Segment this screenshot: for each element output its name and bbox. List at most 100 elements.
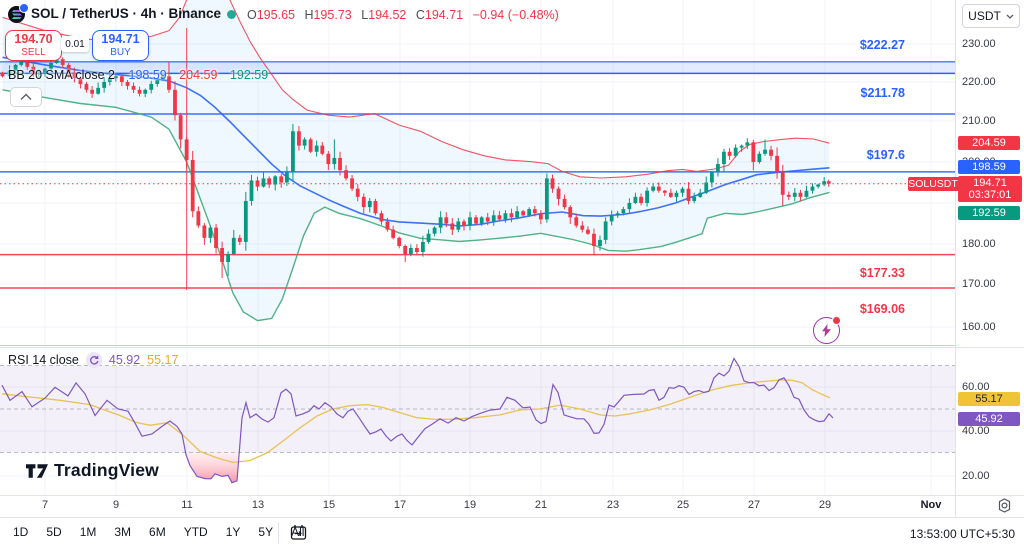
time-label: 7 — [41, 499, 49, 511]
rsi-value: 45.92 — [108, 353, 141, 367]
candle — [202, 225, 207, 238]
candle — [214, 227, 218, 248]
rsi-title: RSI 14 close — [8, 353, 79, 367]
candle — [704, 182, 709, 193]
range-button-1d[interactable]: 1D — [13, 525, 29, 539]
candle — [161, 76, 165, 81]
sell-label: SELL — [21, 46, 46, 58]
range-button-3m[interactable]: 3M — [114, 525, 132, 539]
candle — [775, 155, 779, 173]
clock[interactable]: 13:53:00 UTC+5:30 — [909, 527, 1015, 541]
candle — [444, 217, 449, 224]
price-axis-tick: 210.00 — [962, 115, 996, 127]
candle — [568, 207, 573, 218]
range-button-all[interactable]: All — [291, 525, 305, 539]
range-button-5d[interactable]: 5D — [46, 525, 62, 539]
tradingview-watermark: TradingView — [26, 460, 159, 481]
candle — [515, 211, 520, 218]
currency-dropdown[interactable]: USDT — [962, 4, 1020, 28]
candle — [31, 66, 36, 75]
candle — [143, 89, 148, 94]
candle — [314, 145, 319, 152]
time-label: 23 — [606, 499, 620, 511]
candle — [822, 181, 827, 185]
candle — [521, 211, 526, 216]
refresh-icon[interactable] — [85, 352, 102, 368]
candle — [798, 192, 803, 197]
quick-trade-button[interactable] — [813, 316, 841, 344]
candle — [769, 149, 773, 156]
candle — [450, 223, 455, 230]
time-axis[interactable] — [0, 495, 955, 517]
ohlc-close: 194.71 — [424, 8, 464, 22]
price-axis-tick: 170.00 — [962, 278, 996, 290]
ohlc-close-label: C — [415, 8, 425, 22]
candle — [432, 227, 437, 234]
ohlc-open-label: O — [247, 8, 257, 22]
candle — [414, 248, 419, 252]
candle — [745, 142, 750, 146]
range-button-6m[interactable]: 6M — [149, 525, 166, 539]
candle — [586, 229, 590, 234]
candle — [49, 63, 53, 69]
candle — [243, 200, 248, 242]
ohlc-low: 194.52 — [368, 8, 407, 22]
bb-indicator-legend[interactable]: BB 20 SMA close 2 198.59 204.59 192.59 — [8, 68, 268, 82]
candle — [344, 170, 348, 179]
range-button-5y[interactable]: 5Y — [258, 525, 274, 539]
buy-label: BUY — [110, 46, 131, 58]
candle — [226, 254, 231, 262]
buy-button[interactable]: 194.71 BUY — [92, 30, 149, 61]
collapse-pane-button[interactable] — [10, 87, 42, 107]
candle — [125, 82, 130, 86]
range-button-1m[interactable]: 1M — [79, 525, 97, 539]
candle — [426, 233, 431, 242]
price-badge: 192.59 — [958, 206, 1020, 220]
candle — [491, 215, 496, 222]
go-to-date-button[interactable] — [290, 524, 307, 546]
candle — [60, 59, 65, 65]
candle — [131, 85, 136, 90]
bb-basis-value: 198.59 — [128, 68, 167, 82]
sell-button[interactable]: 194.70 SELL — [5, 30, 62, 61]
candle — [739, 145, 744, 148]
chevron-down-icon — [1006, 14, 1014, 19]
candle — [267, 178, 272, 185]
candle — [13, 64, 18, 71]
chevron-up-icon — [20, 93, 32, 100]
candle — [710, 172, 714, 183]
candle — [66, 64, 71, 73]
buy-price: 194.71 — [101, 32, 140, 47]
range-button-1y[interactable]: 1Y — [225, 525, 241, 539]
candle — [716, 164, 720, 173]
range-button-ytd[interactable]: YTD — [183, 525, 208, 539]
candle — [733, 147, 738, 156]
candle — [291, 131, 295, 173]
candle — [615, 213, 620, 216]
candle — [692, 196, 697, 201]
gridlines — [0, 0, 955, 495]
tradingview-logo-icon — [26, 463, 48, 478]
candle — [462, 221, 466, 226]
countdown-timer: 03:37:01 — [968, 189, 1012, 201]
candle — [78, 78, 83, 84]
candle — [574, 217, 579, 226]
candle — [627, 203, 632, 210]
candle — [84, 83, 89, 90]
rsi-indicator-legend[interactable]: RSI 14 close 45.92 55.17 — [8, 352, 178, 368]
candle — [556, 188, 561, 199]
level-label: $211.78 — [860, 86, 906, 100]
gear-icon[interactable] — [997, 498, 1012, 518]
candle — [137, 89, 142, 94]
candle — [338, 157, 342, 171]
candle — [302, 139, 307, 146]
market-status-dot — [227, 10, 236, 19]
candle — [385, 221, 390, 230]
candle — [826, 181, 831, 184]
symbol-price: 194.71 — [973, 177, 1007, 189]
candle — [639, 196, 643, 203]
rsi-axis-tick: 40.00 — [962, 425, 990, 437]
symbol-title[interactable]: SOL / TetherUS · 4h · Binance — [31, 6, 222, 21]
